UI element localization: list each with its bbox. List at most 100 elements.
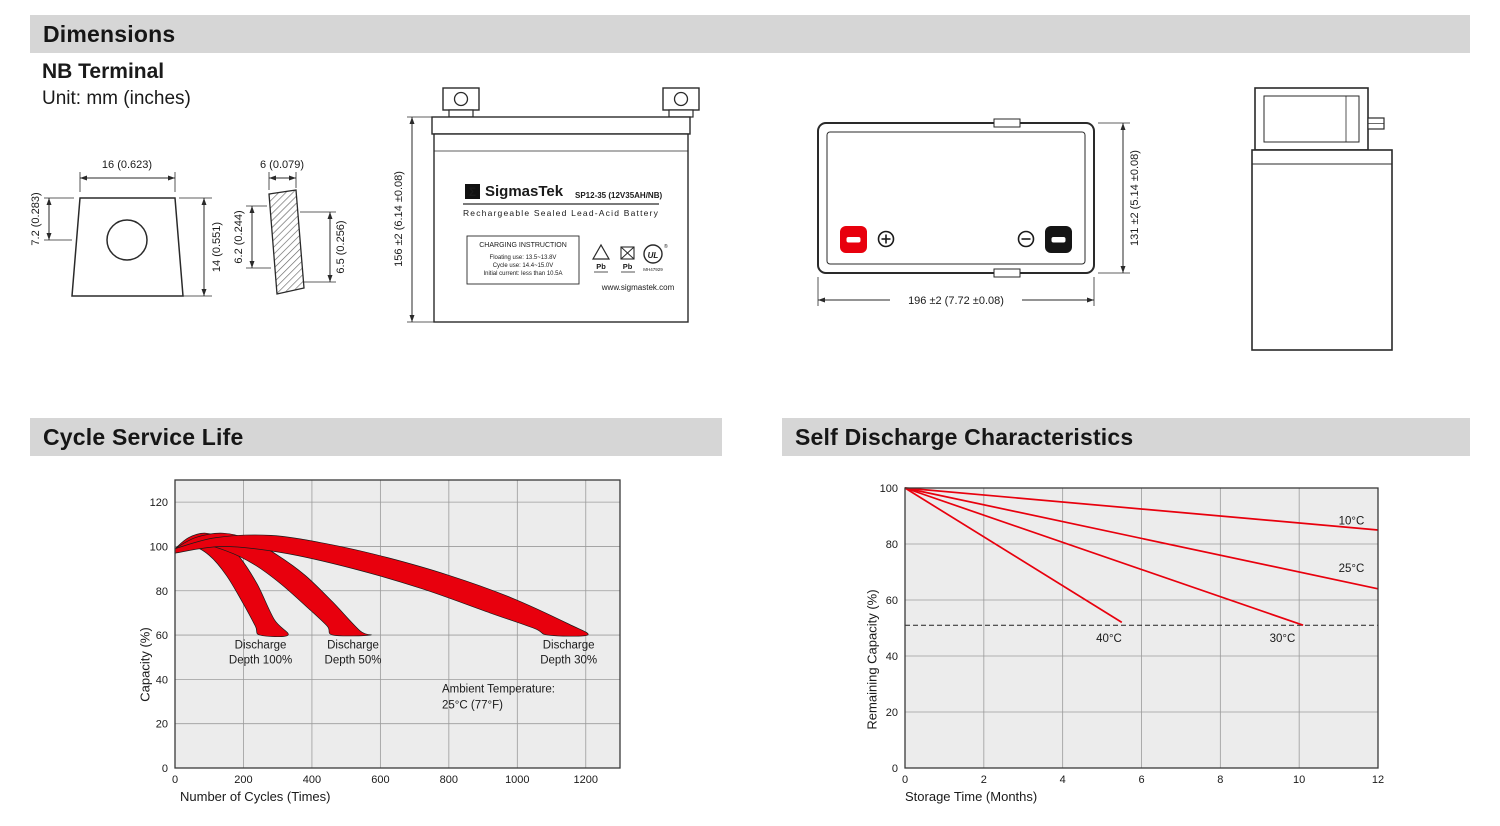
charging-title: CHARGING INSTRUCTION bbox=[479, 242, 567, 249]
svg-text:0: 0 bbox=[892, 763, 898, 775]
unit-label: Unit: mm (inches) bbox=[42, 88, 191, 109]
top-view-outline bbox=[817, 122, 1095, 274]
svg-text:1000: 1000 bbox=[505, 774, 529, 786]
svg-text:0: 0 bbox=[162, 763, 168, 775]
terminal-side-diagram: 6 (0.079) 6.2 (0.244) 6.5 (0.256) bbox=[233, 159, 347, 295]
svg-text:400: 400 bbox=[303, 774, 321, 786]
svg-text:100: 100 bbox=[880, 483, 898, 495]
svg-text:25°C: 25°C bbox=[1339, 563, 1365, 575]
recycle-icon bbox=[591, 243, 611, 260]
series-25°C bbox=[904, 487, 1379, 590]
svg-text:Depth 100%: Depth 100% bbox=[229, 654, 292, 666]
ul-registered: ® bbox=[664, 243, 668, 250]
terminal-left-height-dim-label: 6.2 (0.244) bbox=[233, 210, 245, 263]
svg-text:30°C: 30°C bbox=[1270, 633, 1296, 645]
svg-text:20: 20 bbox=[156, 719, 168, 731]
section-header-self-discharge: Self Discharge Characteristics bbox=[782, 418, 1470, 456]
svg-text:60: 60 bbox=[886, 595, 898, 607]
dimensions-title: Dimensions bbox=[43, 20, 176, 47]
svg-text:120: 120 bbox=[150, 497, 168, 509]
svg-text:Depth 30%: Depth 30% bbox=[540, 654, 597, 666]
terminal-width-dim-label: 16 (0.623) bbox=[102, 159, 152, 171]
svg-text:Discharge: Discharge bbox=[235, 639, 287, 651]
battery-type-line: Rechargeable Sealed Lead-Acid Battery bbox=[463, 208, 659, 218]
self-discharge-chart: 0 2 4 6 8 10 12 20 40 60 80 100 0 10°C 25°C 30°C 40°C bbox=[880, 483, 1384, 786]
svg-text:25°C (77°F): 25°C (77°F) bbox=[442, 700, 503, 712]
pb-trash-label: Pb bbox=[623, 262, 633, 271]
svg-text:40°C: 40°C bbox=[1096, 633, 1122, 645]
svg-text:Discharge: Discharge bbox=[543, 639, 595, 651]
charging-line2: Cycle use: 14.4~15.0V bbox=[493, 263, 554, 269]
svg-text:8: 8 bbox=[1217, 774, 1223, 786]
self-discharge-title: Self Discharge Characteristics bbox=[795, 423, 1134, 450]
side-body bbox=[1251, 149, 1393, 351]
battery-front-diagram: Σ SigmasTek SP12-35 (12V35AH/NB) Recharg… bbox=[393, 87, 700, 323]
svg-text:0: 0 bbox=[902, 774, 908, 786]
cycle-service-life-title: Cycle Service Life bbox=[43, 423, 244, 450]
pb-recycle-label: Pb bbox=[596, 262, 606, 271]
svg-text:40: 40 bbox=[886, 651, 898, 663]
nb-terminal-title: NB Terminal bbox=[42, 60, 165, 83]
svg-text:Depth 50%: Depth 50% bbox=[325, 654, 382, 666]
cycle-xaxis-title: Number of Cycles (Times) bbox=[180, 789, 331, 804]
svg-text:Ambient Temperature:: Ambient Temperature: bbox=[442, 684, 555, 696]
svg-text:100: 100 bbox=[150, 541, 168, 553]
series-40°C bbox=[904, 487, 1123, 624]
model-number: SP12-35 (12V35AH/NB) bbox=[575, 191, 662, 200]
series-30°C bbox=[904, 487, 1304, 627]
svg-text:6: 6 bbox=[1138, 774, 1144, 786]
series-10°C bbox=[904, 487, 1379, 531]
svg-text:1200: 1200 bbox=[574, 774, 598, 786]
plus-symbol bbox=[877, 230, 895, 248]
sigma-logo-box bbox=[465, 184, 480, 199]
svg-text:4: 4 bbox=[1060, 774, 1066, 786]
cycle-service-life-chart: 0 200 400 600 800 1000 1200204060801001200Disc… bbox=[150, 479, 621, 786]
battery-cap bbox=[431, 116, 691, 135]
self-discharge-xaxis-title: Storage Time (Months) bbox=[905, 789, 1038, 804]
ul-icon bbox=[643, 244, 663, 264]
svg-text:80: 80 bbox=[886, 539, 898, 551]
section-header-cycle-service-life: Cycle Service Life bbox=[30, 418, 722, 456]
terminal-upper-height-dim-label: 7.2 (0.283) bbox=[30, 192, 42, 245]
battery-side-diagram bbox=[1251, 87, 1393, 351]
terminal-hole bbox=[106, 219, 148, 261]
no-trash-icon bbox=[620, 246, 635, 260]
ul-code: MH47929 bbox=[643, 267, 663, 272]
svg-text:12: 12 bbox=[1372, 774, 1384, 786]
battery-top-diagram: 196 ±2 (7.72 ±0.08) 131 ±2 (5.14 ±0.08) bbox=[817, 118, 1141, 307]
terminal-cross-section-shape bbox=[268, 189, 305, 295]
svg-text:10°C: 10°C bbox=[1339, 515, 1365, 527]
svg-text:0: 0 bbox=[172, 774, 178, 786]
svg-text:20: 20 bbox=[886, 707, 898, 719]
svg-text:800: 800 bbox=[440, 774, 458, 786]
svg-text:2: 2 bbox=[981, 774, 987, 786]
terminal-front-diagram: 16 (0.623) 7.2 (0.283) 14 (0.551) bbox=[30, 159, 223, 297]
right-terminal-hole bbox=[673, 91, 689, 107]
minus-symbol bbox=[1017, 230, 1035, 248]
svg-text:600: 600 bbox=[371, 774, 389, 786]
svg-text:200: 200 bbox=[234, 774, 252, 786]
band-discharge-depth-30 bbox=[174, 534, 589, 637]
terminal-height-dim-label: 14 (0.551) bbox=[211, 222, 223, 272]
website-text: www.sigmastek.com bbox=[601, 283, 675, 292]
svg-text:10: 10 bbox=[1293, 774, 1305, 786]
charging-line1: Floating use: 13.5~13.8V bbox=[490, 255, 557, 261]
ul-mark: UL bbox=[648, 251, 659, 260]
svg-text:80: 80 bbox=[156, 586, 168, 598]
terminal-thickness-dim-label: 6 (0.079) bbox=[260, 159, 304, 171]
svg-text:40: 40 bbox=[156, 674, 168, 686]
brand-name: SigmasTek bbox=[485, 183, 564, 200]
cycle-yaxis-title: Capacity (%) bbox=[137, 627, 153, 702]
battery-height-dim-label: 156 ±2 (6.14 ±0.08) bbox=[393, 171, 405, 267]
svg-text:Discharge: Discharge bbox=[327, 639, 379, 651]
left-terminal-hole bbox=[453, 91, 469, 107]
sigma-logo-glyph: Σ bbox=[469, 185, 476, 199]
charging-line3: Initial current: less than 10.5A bbox=[483, 271, 562, 277]
battery-body bbox=[433, 133, 689, 323]
terminal-right-height-dim-label: 6.5 (0.256) bbox=[335, 220, 347, 273]
top-depth-dim-label: 131 ±2 (5.14 ±0.08) bbox=[1129, 150, 1141, 246]
charging-instruction-box bbox=[466, 235, 580, 285]
svg-text:60: 60 bbox=[156, 630, 168, 642]
section-header-dimensions: Dimensions bbox=[30, 15, 1470, 53]
